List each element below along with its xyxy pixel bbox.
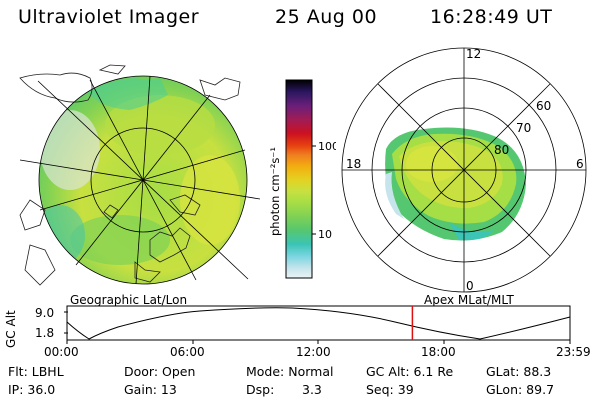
altitude-xtick-0600: 06:00: [170, 345, 205, 359]
seq-info: Seq: 39: [366, 382, 414, 397]
altitude-ytick-high: 9.0: [35, 306, 54, 320]
gc-alt-info: GC Alt: 6.1 Re: [366, 364, 454, 379]
magnetic-polar-plot: 12 18 6 0 60 70 80: [341, 47, 587, 293]
altitude-xtick-0000: 00:00: [44, 345, 79, 359]
altitude-xtick-1200: 12:00: [296, 345, 331, 359]
apex-caption: Apex MLat/MLT: [424, 293, 514, 307]
mlt-label-18: 18: [346, 157, 361, 171]
altitude-plot: GC Alt 9.0 1.8 00:00 06:00 12:00 18:00 2…: [4, 305, 591, 359]
altitude-ylabel: GC Alt: [4, 310, 18, 348]
colorbar-unit-label: photon cm⁻²s⁻¹: [268, 147, 282, 236]
altitude-ytick-low: 1.8: [35, 326, 54, 340]
glat-info: GLat: 88.3: [486, 364, 552, 379]
dsp-label: Dsp:: [246, 382, 275, 397]
mlt-label-6: 6: [576, 157, 584, 171]
colorbar: 100 10 photon cm⁻²s⁻¹: [268, 79, 336, 279]
filter-info: Flt: LBHL: [8, 364, 64, 379]
glon-info: GLon: 89.7: [486, 382, 555, 397]
altitude-xtick-1800: 18:00: [421, 345, 456, 359]
geographic-caption: Geographic Lat/Lon: [70, 293, 188, 307]
instrument-title: Ultraviolet Imager: [18, 6, 200, 28]
colorbar-tick-10: 10: [318, 228, 332, 241]
mlt-label-12: 12: [466, 47, 481, 61]
ip-info: IP: 36.0: [8, 382, 56, 397]
time-label: 16:28:49 UT: [430, 6, 553, 28]
mlt-label-0: 0: [466, 279, 474, 293]
lat-label-60: 60: [536, 99, 551, 113]
date-label: 25 Aug 00: [275, 6, 378, 28]
lat-label-80: 80: [494, 143, 509, 157]
gain-info: Gain: 13: [124, 382, 177, 397]
altitude-xtick-2359: 23:59: [556, 345, 591, 359]
geographic-auroral-image: [19, 64, 260, 286]
colorbar-tick-100: 100: [318, 140, 336, 153]
dsp-value: 3.3: [302, 382, 322, 397]
lat-label-70: 70: [516, 121, 531, 135]
door-info: Door: Open: [124, 364, 196, 379]
mode-info: Mode: Normal: [246, 364, 334, 379]
